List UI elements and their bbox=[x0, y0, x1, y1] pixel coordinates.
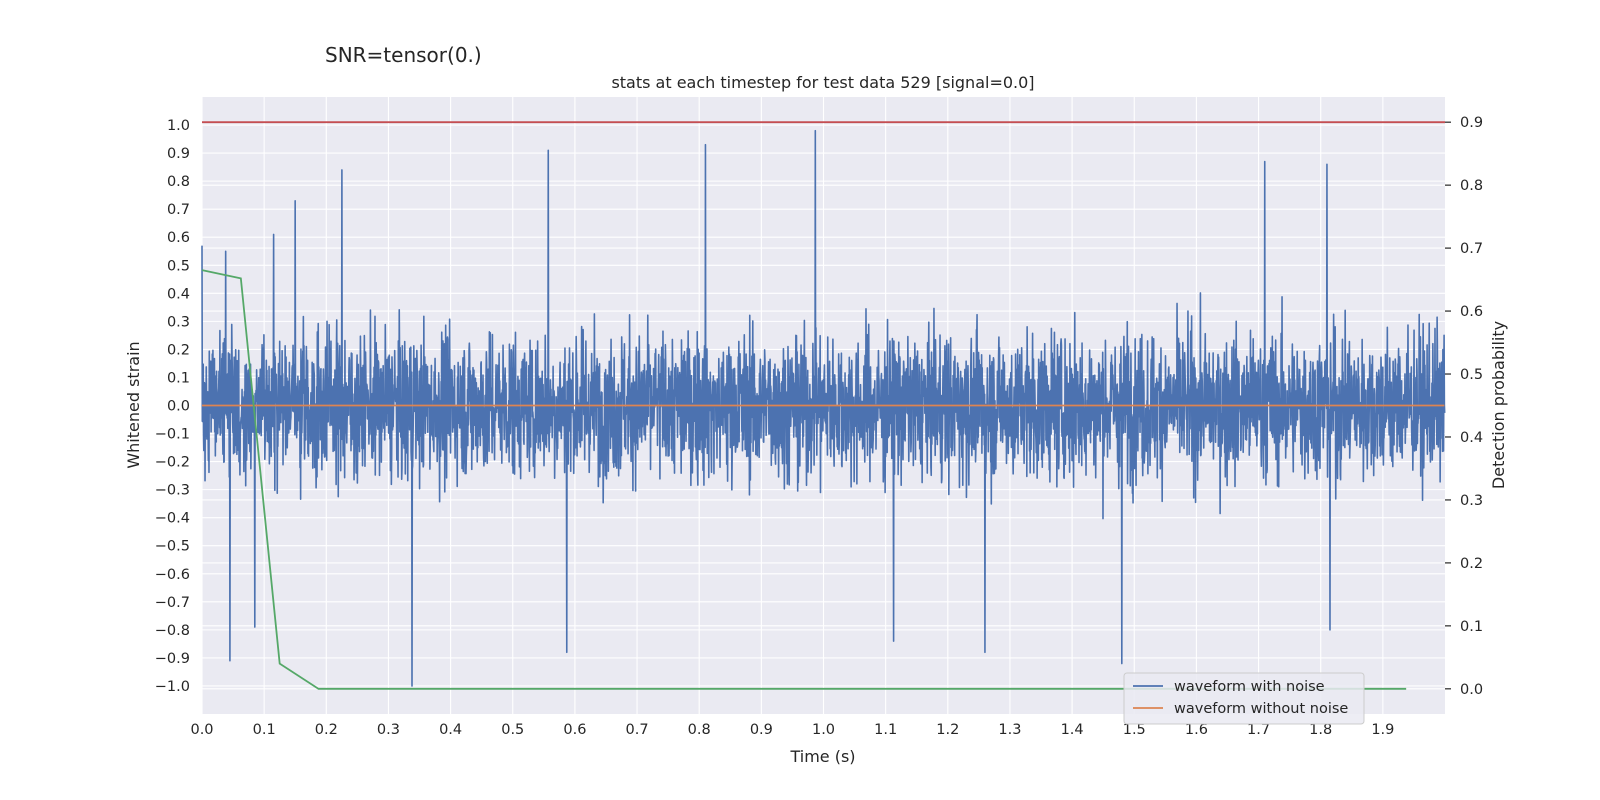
y-tick-label: −0.3 bbox=[155, 483, 190, 499]
x-tick-label: 0.2 bbox=[315, 722, 338, 738]
x-tick-label: 1.8 bbox=[1309, 722, 1332, 738]
legend: waveform with noise waveform without noi… bbox=[1123, 672, 1365, 725]
x-tick-label: 1.7 bbox=[1247, 722, 1270, 738]
x-tick-label: 1.0 bbox=[812, 722, 835, 738]
x-tick-label: 1.4 bbox=[1061, 722, 1084, 738]
y-tick-label: 0.8 bbox=[167, 174, 190, 190]
x-tick-label: 1.6 bbox=[1185, 722, 1208, 738]
y2-tick-label: 0.1 bbox=[1460, 619, 1483, 635]
chart-title: stats at each timestep for test data 529… bbox=[611, 73, 1034, 92]
y2-tick-label: 0.9 bbox=[1460, 115, 1483, 131]
y2-tick-label: 0.7 bbox=[1460, 241, 1483, 257]
y2-tick-label: 0.4 bbox=[1460, 430, 1483, 446]
y-tick-labels: 1.0 0.9 0.8 0.7 0.6 0.5 0.4 0.3 0.2 0.1 0.0 −0.1 −0.… bbox=[155, 118, 190, 695]
y2-axis-label: Detection probability bbox=[1489, 321, 1508, 489]
x-tick-label: 0.6 bbox=[563, 722, 586, 738]
y-tick-label: 0.0 bbox=[167, 399, 190, 415]
y-tick-label: −0.7 bbox=[155, 595, 190, 611]
x-tick-label: 0.8 bbox=[688, 722, 711, 738]
y-tick-label: −0.9 bbox=[155, 651, 190, 667]
y-tick-label: −0.6 bbox=[155, 567, 190, 583]
x-tick-label: 0.7 bbox=[626, 722, 649, 738]
x-tick-label: 1.9 bbox=[1371, 722, 1394, 738]
y-tick-label: 0.4 bbox=[167, 286, 190, 302]
y2-tick-labels: 0.9 0.8 0.7 0.6 0.5 0.4 0.3 0.2 0.1 0.0 bbox=[1445, 115, 1483, 698]
y-tick-label: 0.2 bbox=[167, 342, 190, 358]
y-tick-label: −0.5 bbox=[155, 539, 190, 555]
series-line-waveform-with-noise bbox=[201, 129, 1446, 687]
y-tick-label: 0.3 bbox=[167, 314, 190, 330]
y-tick-label: 0.6 bbox=[167, 230, 190, 246]
y2-tick-label: 0.0 bbox=[1460, 682, 1483, 698]
y-tick-label: 0.7 bbox=[167, 202, 190, 218]
y2-tick-label: 0.2 bbox=[1460, 556, 1483, 572]
y2-tick-label: 0.3 bbox=[1460, 493, 1483, 509]
y-axis-label: Whitened strain bbox=[124, 341, 143, 468]
x-tick-label: 1.3 bbox=[998, 722, 1021, 738]
x-tick-label: 0.3 bbox=[377, 722, 400, 738]
y-tick-label: −0.4 bbox=[155, 511, 190, 527]
x-axis-label: Time (s) bbox=[789, 747, 855, 766]
y-tick-label: −0.1 bbox=[155, 427, 190, 443]
legend-label-waveform-without-noise: waveform without noise bbox=[1174, 701, 1348, 717]
y-tick-label: 0.9 bbox=[167, 146, 190, 162]
x-tick-label: 0.5 bbox=[501, 722, 524, 738]
y2-tick-label: 0.5 bbox=[1460, 367, 1483, 383]
x-tick-label: 0.1 bbox=[253, 722, 276, 738]
legend-label-waveform-with-noise: waveform with noise bbox=[1174, 679, 1325, 695]
y-tick-label: −0.2 bbox=[155, 455, 190, 471]
x-tick-label: 0.9 bbox=[750, 722, 773, 738]
x-tick-label: 1.5 bbox=[1123, 722, 1146, 738]
x-tick-label: 0.4 bbox=[439, 722, 462, 738]
x-tick-labels: 0.0 0.1 0.2 0.3 0.4 0.5 0.6 0.7 0.8 0.9 1.0 1.1 1.2 1… bbox=[190, 722, 1394, 738]
x-tick-label: 1.1 bbox=[874, 722, 897, 738]
y-tick-label: 0.5 bbox=[167, 258, 190, 274]
y-tick-label: 1.0 bbox=[167, 118, 190, 134]
x-tick-label: 1.2 bbox=[936, 722, 959, 738]
y-tick-label: −1.0 bbox=[155, 679, 190, 695]
y2-tick-label: 0.6 bbox=[1460, 304, 1483, 320]
y-tick-label: −0.8 bbox=[155, 623, 190, 639]
x-tick-label: 0.0 bbox=[190, 722, 213, 738]
chart-suptitle: SNR=tensor(0.) bbox=[325, 43, 482, 67]
legend-box bbox=[1123, 672, 1365, 725]
y-tick-label: 0.1 bbox=[167, 370, 190, 386]
y2-tick-label: 0.8 bbox=[1460, 178, 1483, 194]
